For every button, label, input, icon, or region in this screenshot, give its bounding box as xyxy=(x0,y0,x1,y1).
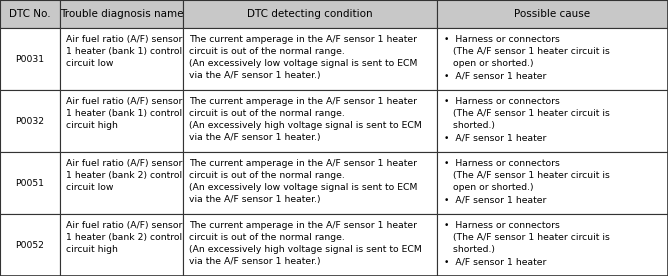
Bar xyxy=(437,152,668,214)
Bar xyxy=(60,28,183,90)
Text: The current amperage in the A/F sensor 1 heater
circuit is out of the normal ran: The current amperage in the A/F sensor 1… xyxy=(189,97,422,142)
Text: •  Harness or connectors
   (The A/F sensor 1 heater circuit is
   shorted.)
•  : • Harness or connectors (The A/F sensor … xyxy=(444,97,610,142)
Bar xyxy=(437,0,668,28)
Bar xyxy=(183,0,437,28)
Text: Air fuel ratio (A/F) sensor
1 heater (bank 2) control
circuit low: Air fuel ratio (A/F) sensor 1 heater (ba… xyxy=(66,159,182,192)
Text: Possible cause: Possible cause xyxy=(514,9,591,19)
Text: The current amperage in the A/F sensor 1 heater
circuit is out of the normal ran: The current amperage in the A/F sensor 1… xyxy=(189,159,418,205)
Text: Air fuel ratio (A/F) sensor
1 heater (bank 1) control
circuit low: Air fuel ratio (A/F) sensor 1 heater (ba… xyxy=(66,35,182,68)
Text: The current amperage in the A/F sensor 1 heater
circuit is out of the normal ran: The current amperage in the A/F sensor 1… xyxy=(189,221,422,266)
Bar xyxy=(0,90,60,152)
Bar xyxy=(60,90,183,152)
Text: DTC detecting condition: DTC detecting condition xyxy=(247,9,373,19)
Bar xyxy=(437,90,668,152)
Bar xyxy=(183,214,437,276)
Bar xyxy=(183,152,437,214)
Bar xyxy=(0,0,60,28)
Bar xyxy=(0,152,60,214)
Bar xyxy=(0,28,60,90)
Text: •  Harness or connectors
   (The A/F sensor 1 heater circuit is
   shorted.)
•  : • Harness or connectors (The A/F sensor … xyxy=(444,221,610,266)
Text: •  Harness or connectors
   (The A/F sensor 1 heater circuit is
   open or short: • Harness or connectors (The A/F sensor … xyxy=(444,35,610,80)
Bar xyxy=(437,28,668,90)
Bar xyxy=(60,214,183,276)
Text: •  Harness or connectors
   (The A/F sensor 1 heater circuit is
   open or short: • Harness or connectors (The A/F sensor … xyxy=(444,159,610,205)
Text: Air fuel ratio (A/F) sensor
1 heater (bank 1) control
circuit high: Air fuel ratio (A/F) sensor 1 heater (ba… xyxy=(66,97,182,130)
Text: P0052: P0052 xyxy=(15,240,45,250)
Text: Trouble diagnosis name: Trouble diagnosis name xyxy=(59,9,183,19)
Text: P0032: P0032 xyxy=(15,116,45,126)
Text: DTC No.: DTC No. xyxy=(9,9,51,19)
Bar xyxy=(183,90,437,152)
Bar xyxy=(437,214,668,276)
Text: Air fuel ratio (A/F) sensor
1 heater (bank 2) control
circuit high: Air fuel ratio (A/F) sensor 1 heater (ba… xyxy=(66,221,182,254)
Bar xyxy=(60,152,183,214)
Bar xyxy=(60,0,183,28)
Bar xyxy=(0,214,60,276)
Text: The current amperage in the A/F sensor 1 heater
circuit is out of the normal ran: The current amperage in the A/F sensor 1… xyxy=(189,35,418,80)
Text: P0031: P0031 xyxy=(15,54,45,63)
Text: P0051: P0051 xyxy=(15,179,45,187)
Bar xyxy=(183,28,437,90)
